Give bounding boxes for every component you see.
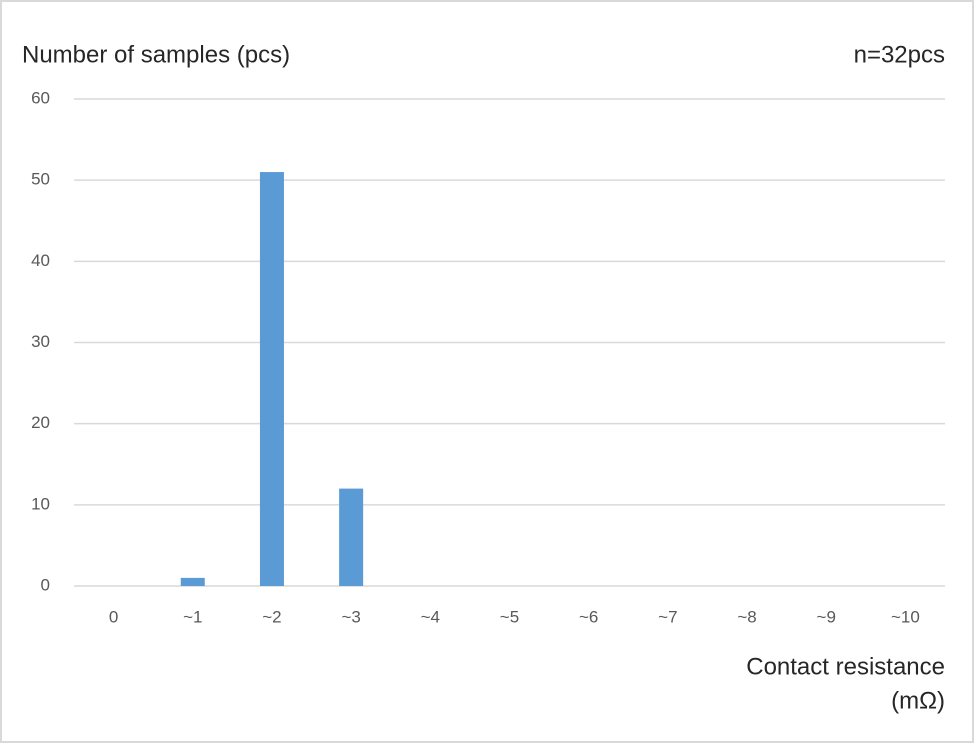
bar xyxy=(339,488,364,586)
y-tick-label: 50 xyxy=(31,170,50,189)
y-tick-label: 60 xyxy=(31,88,50,107)
y-tick-label: 20 xyxy=(31,413,50,432)
x-axis-label: (mΩ) xyxy=(891,687,945,714)
x-tick-label: ~8 xyxy=(737,607,756,626)
x-tick-label: ~5 xyxy=(500,607,519,626)
x-axis-label: Contact resistance xyxy=(746,653,945,680)
x-tick-label: ~2 xyxy=(262,607,281,626)
y-axis-label: Number of samples (pcs) xyxy=(22,41,290,68)
x-tick-label: 0 xyxy=(109,607,118,626)
x-tick-label: ~7 xyxy=(658,607,677,626)
x-tick-label: ~9 xyxy=(817,607,836,626)
y-tick-label: 30 xyxy=(31,332,50,351)
y-tick-label: 0 xyxy=(41,575,50,594)
bar xyxy=(180,577,205,586)
x-tick-label: ~1 xyxy=(183,607,202,626)
x-tick-label: ~4 xyxy=(421,607,440,626)
bar xyxy=(259,172,284,587)
y-tick-label: 10 xyxy=(31,494,50,513)
x-tick-label: ~10 xyxy=(891,607,920,626)
annotation: n=32pcs xyxy=(854,41,945,68)
x-tick-label: ~3 xyxy=(341,607,360,626)
y-tick-label: 40 xyxy=(31,251,50,270)
x-tick-label: ~6 xyxy=(579,607,598,626)
